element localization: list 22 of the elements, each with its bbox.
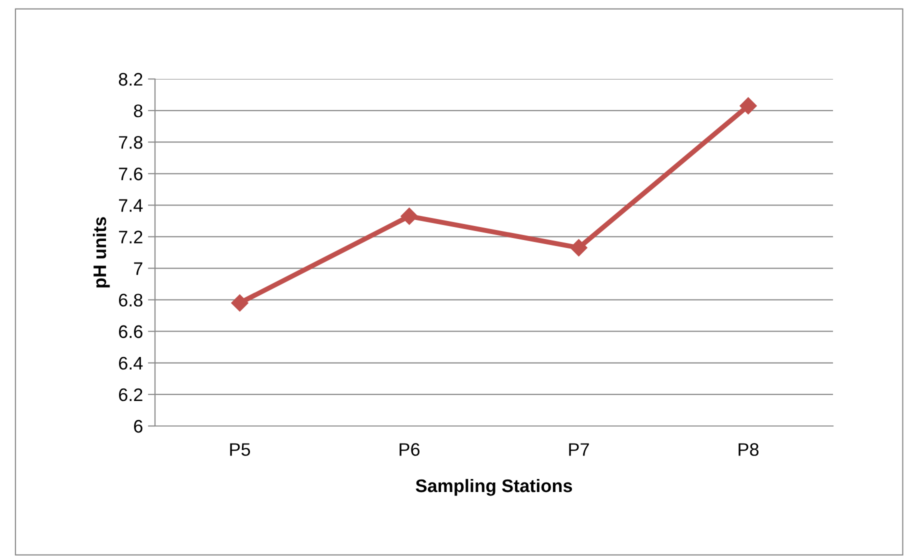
x-tick-label: P6 — [400, 443, 420, 456]
y-tick-label: 8 — [134, 104, 142, 118]
point — [400, 208, 418, 225]
point — [740, 97, 757, 114]
y-tick-label: 6.8 — [119, 294, 142, 307]
point — [570, 239, 588, 256]
point — [231, 294, 248, 312]
x-tick-label: P8 — [738, 443, 759, 456]
y-tick-label: 7.4 — [119, 199, 143, 212]
x-tick-label: P5 — [230, 443, 250, 456]
y-tick-label: 8.2 — [118, 72, 142, 86]
x-tick-label: P7 — [569, 443, 589, 456]
y-axis-title: pH units — [92, 217, 110, 288]
y-tick-label: 6.2 — [119, 388, 142, 402]
x-axis-title: Sampling Stations — [416, 478, 572, 496]
y-tick-label: 6.4 — [119, 356, 143, 370]
y-tick-label: 6.6 — [119, 325, 142, 338]
y-tick-label: 7 — [134, 262, 142, 275]
y-tick-label: 7.2 — [119, 230, 142, 244]
y-tick-label: 6 — [134, 420, 142, 433]
y-tick-label: 7.8 — [119, 136, 142, 149]
y-tick-label: 7.6 — [119, 168, 142, 180]
